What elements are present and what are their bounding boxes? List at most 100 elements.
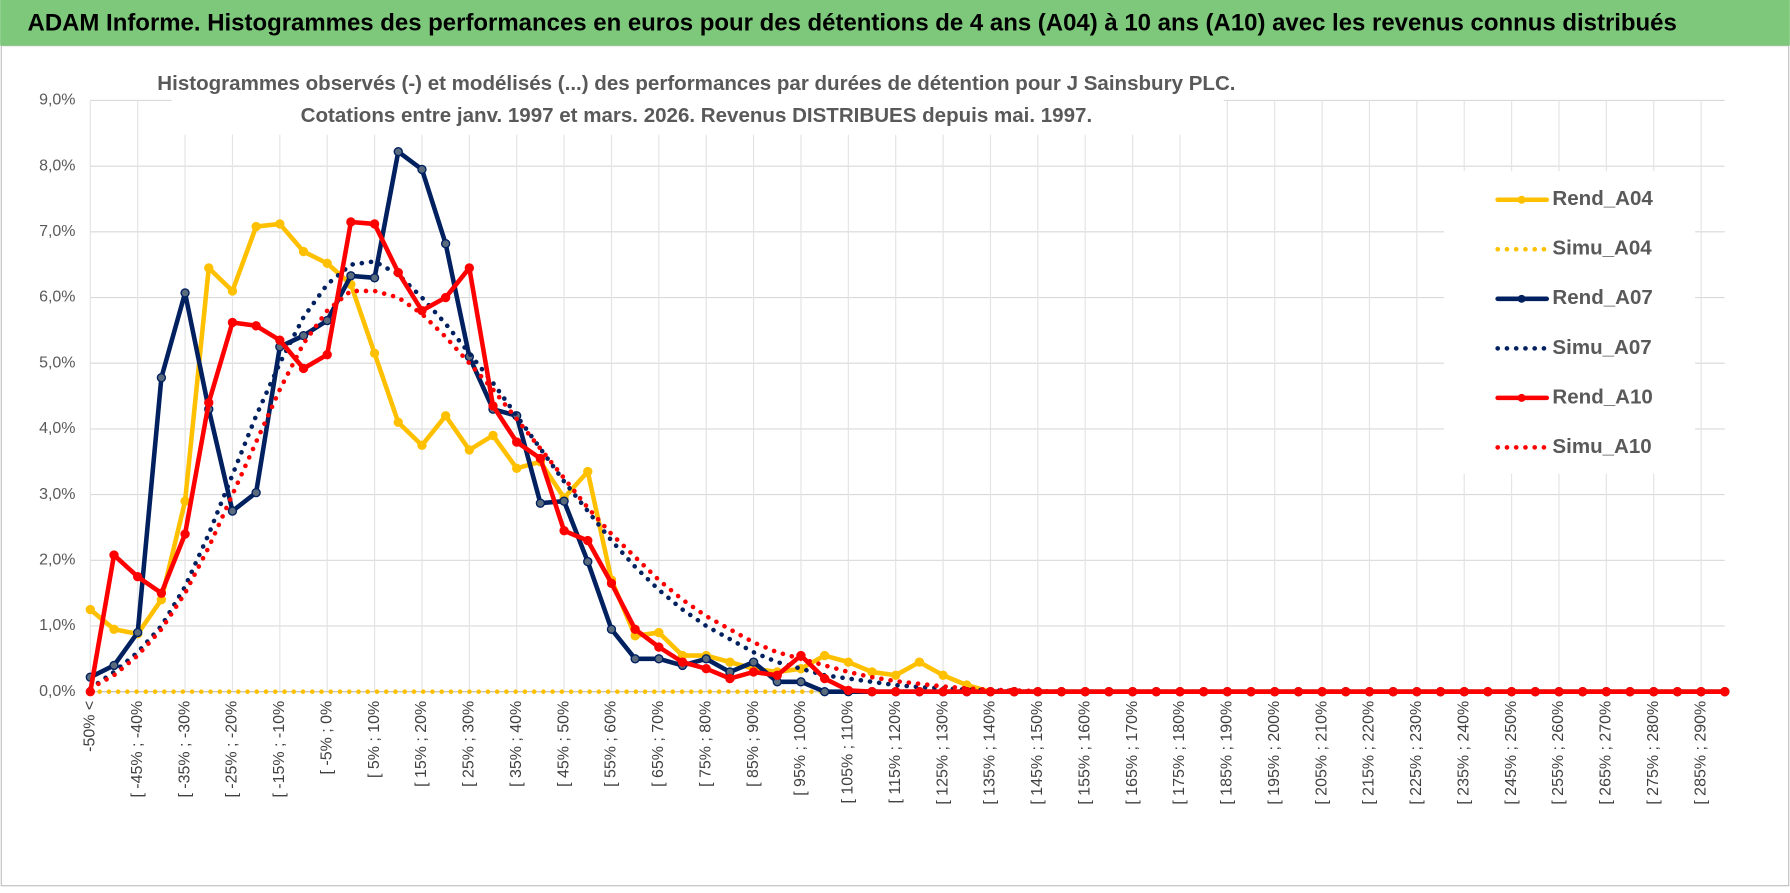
point-marker (251, 487, 261, 498)
point-marker (748, 657, 759, 667)
x-tick-label: [ -5% ; 0% (318, 701, 335, 775)
point-marker (440, 292, 451, 303)
point-marker (298, 330, 309, 341)
point-marker (914, 687, 925, 697)
point-marker (512, 437, 522, 447)
point-marker (535, 498, 546, 508)
point-marker (819, 650, 830, 661)
legend-label: Simu_A04 (1552, 237, 1652, 260)
point-marker (819, 687, 830, 697)
point-marker (630, 654, 640, 664)
point-marker (322, 315, 332, 326)
point-marker (156, 372, 167, 383)
point-marker (559, 526, 569, 536)
legend-label: Rend_A04 (1552, 187, 1653, 210)
x-tick-label: [ 55% ; 60% (603, 701, 620, 787)
point-marker (85, 604, 96, 615)
legend-marker (1517, 393, 1526, 402)
y-tick-label: 3,0% (39, 486, 75, 503)
x-tick-label: [ 105% ; 110% (840, 701, 857, 804)
point-marker (867, 667, 877, 677)
point-marker (393, 147, 403, 157)
point-marker (346, 217, 356, 227)
y-tick-label: 0,0% (39, 683, 75, 700)
x-tick-label: [ 245% ; 250% (1503, 701, 1520, 805)
x-tick-label: [ 285% ; 290% (1692, 701, 1709, 805)
point-marker (204, 397, 214, 408)
x-tick-label: [ 185% ; 190% (1219, 701, 1236, 805)
point-marker (109, 550, 119, 560)
x-tick-label: [ 275% ; 280% (1645, 701, 1662, 805)
point-marker (488, 401, 498, 411)
point-marker (393, 417, 403, 428)
point-marker (606, 578, 617, 588)
legend-label: Rend_A10 (1552, 385, 1652, 408)
x-tick-label: [ 35% ; 40% (508, 701, 525, 787)
point-marker (725, 673, 735, 684)
x-tick-label: [ 115% ; 120% (887, 701, 904, 804)
x-tick-label: [ 95% ; 100% (792, 701, 809, 796)
point-marker (109, 624, 119, 634)
point-marker (204, 263, 214, 273)
point-marker (843, 685, 854, 696)
x-tick-label: [ 205% ; 210% (1313, 701, 1330, 805)
series-line (88, 288, 1728, 694)
x-tick-label: [ 195% ; 200% (1266, 701, 1283, 805)
point-marker (677, 657, 688, 667)
plot (85, 147, 1730, 697)
point-marker (583, 556, 593, 567)
point-marker (654, 654, 664, 664)
y-tick-label: 4,0% (39, 420, 75, 437)
x-tick-label: [ 225% ; 230% (1408, 701, 1425, 805)
x-tick-label: [ -15% ; -10% (271, 701, 288, 798)
legend: Rend_A04 Simu_A04 Rend_A07 Simu_A07 Rend_A10… (1444, 171, 1696, 474)
point-marker (583, 535, 593, 546)
point-marker (891, 687, 901, 697)
point-marker (417, 164, 427, 175)
point-marker (488, 430, 498, 441)
point-marker (796, 677, 806, 687)
point-marker (251, 321, 261, 331)
x-tick-label: [ 25% ; 30% (461, 701, 478, 787)
point-marker (701, 654, 711, 664)
point-marker (180, 496, 190, 506)
point-marker (322, 258, 332, 269)
point-marker (109, 660, 119, 671)
x-tick-label: [ 45% ; 50% (555, 701, 572, 787)
header-bar (0, 0, 1790, 46)
x-tick-label: [ -35% ; -30% (176, 701, 193, 798)
x-tick-label: -50% < (82, 701, 99, 752)
chart-title: Histogrammes observés (-) et modélisés (… (157, 72, 1235, 95)
point-marker (701, 664, 711, 674)
point-marker (464, 263, 475, 273)
point-marker (606, 624, 617, 634)
point-marker (417, 305, 427, 316)
x-tick-label: [ -45% ; -40% (129, 701, 146, 798)
point-marker (938, 670, 948, 680)
point-marker (654, 627, 664, 638)
x-tick-label: [ 175% ; 180% (1171, 701, 1188, 805)
point-marker (369, 348, 380, 359)
point-marker (393, 267, 403, 278)
y-tick-label: 9,0% (39, 92, 75, 109)
point-marker (298, 246, 309, 257)
point-marker (440, 411, 451, 421)
point-marker (417, 440, 427, 451)
point-marker (322, 349, 332, 360)
point-marker (583, 466, 593, 477)
point-marker (535, 453, 546, 464)
x-tick-label: [ 155% ; 160% (1076, 701, 1093, 805)
x-tick-label: [ 15% ; 20% (413, 701, 430, 787)
point-marker (843, 657, 854, 667)
x-tick-label: [ 85% ; 90% (745, 701, 762, 787)
point-marker (748, 667, 759, 677)
point-marker (227, 286, 238, 296)
point-marker (298, 363, 309, 374)
point-marker (938, 687, 948, 697)
x-tick-label: [ 165% ; 170% (1124, 701, 1141, 805)
point-marker (772, 670, 782, 680)
point-marker (133, 572, 143, 582)
x-tick-label: [ 135% ; 140% (982, 701, 999, 805)
x-tick-label: [ 5% ; 10% (366, 701, 383, 778)
point-marker (464, 445, 475, 455)
